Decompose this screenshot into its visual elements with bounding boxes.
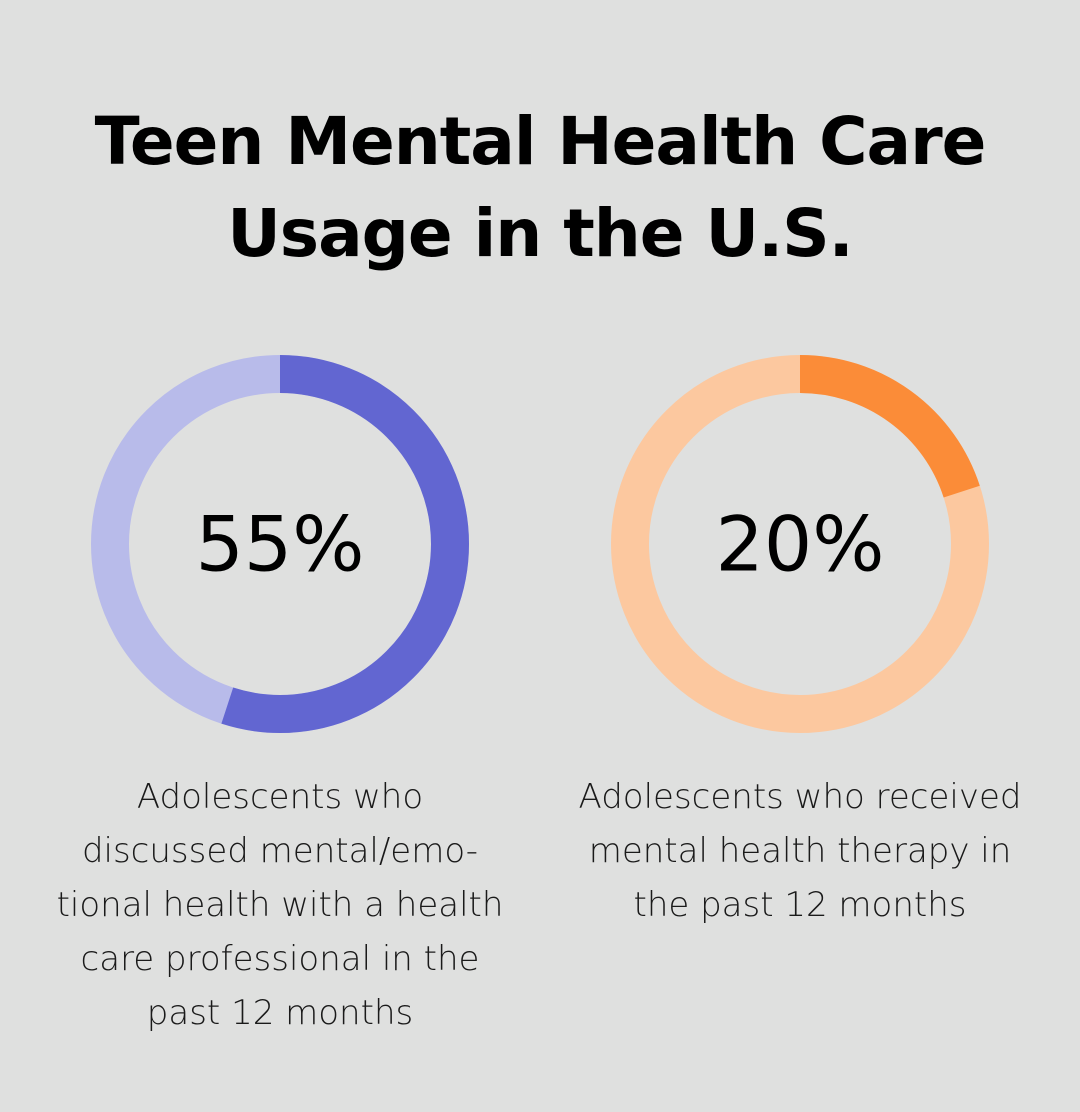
donut-caption-1: Adolescents who discussed mental/emo- ti… <box>30 770 530 1040</box>
caption-2-line-3: the past 12 months <box>633 885 967 925</box>
donut-svg-1: 55% <box>91 355 469 733</box>
donut-value-label-2: 20% <box>716 500 885 589</box>
donut-fill-2 <box>611 355 989 733</box>
donut-chart-therapy-received: 20% Adolescents who received mental heal… <box>550 354 1050 932</box>
donut-svg-2: 20% <box>611 355 989 733</box>
donut-fill-1 <box>91 355 469 733</box>
title-line-1: Teen Mental Health Care <box>94 103 987 180</box>
caption-2-line-2: mental health therapy in <box>588 831 1012 871</box>
title-line-2: Usage in the U.S. <box>227 195 854 272</box>
caption-1-line-2: discussed mental/emo- <box>81 831 479 871</box>
caption-1-line-3: tional health with a health <box>56 885 504 925</box>
donut-chart-therapy-discussion: 55% Adolescents who discussed mental/emo… <box>30 354 530 1040</box>
caption-1-line-4: care professional in the <box>80 939 480 979</box>
donut-caption-2: Adolescents who received mental health t… <box>550 770 1050 932</box>
caption-1-line-5: past 12 months <box>146 993 414 1033</box>
caption-2-line-1: Adolescents who received <box>578 777 1022 817</box>
page-title: Teen Mental Health Care Usage in the U.S… <box>40 96 1040 280</box>
donut-value-label-1: 55% <box>196 500 365 589</box>
caption-1-line-1: Adolescents who <box>136 777 424 817</box>
